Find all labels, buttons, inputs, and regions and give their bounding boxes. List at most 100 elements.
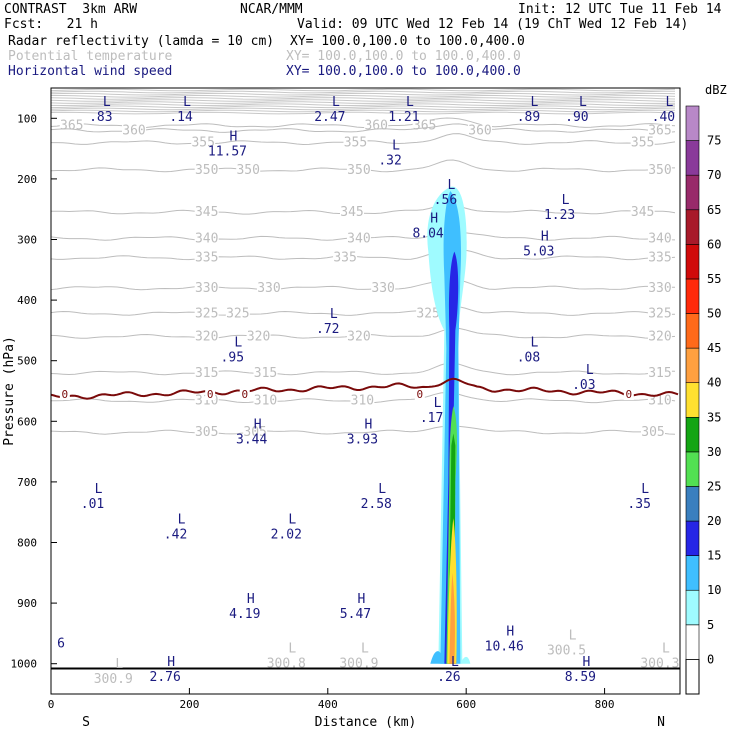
theta-label-bg xyxy=(194,206,219,219)
colorbar-cell xyxy=(685,382,700,418)
wind-extremum-value: 3.44 xyxy=(236,432,267,447)
plot-frame xyxy=(50,87,681,695)
theta-label-bg xyxy=(253,366,278,379)
wind-extremum-type: L xyxy=(288,513,296,528)
theta-label: 330 xyxy=(371,281,394,296)
zero-contour-label: 0 xyxy=(62,388,69,401)
org-title: NCAR/MMM xyxy=(240,2,303,17)
wind-extremum-value: .95 xyxy=(221,351,244,366)
theta-label-bg xyxy=(630,136,655,149)
wind-extremum-value: 5.47 xyxy=(340,607,371,622)
wind-extremum-type: H xyxy=(230,130,238,145)
theta-label-bg xyxy=(194,281,219,294)
theta-label: 350 xyxy=(236,163,259,178)
y-tick-label: 300 xyxy=(17,234,37,247)
theta-contour-335 xyxy=(51,248,676,261)
theta-label-bg xyxy=(647,394,672,407)
theta-contour-330 xyxy=(51,279,676,291)
theta-label: 355 xyxy=(191,136,214,151)
wind-extremum-type: H xyxy=(247,592,255,607)
reflectivity-surface-echo xyxy=(460,656,471,664)
wind-extremum-value: .56 xyxy=(434,193,457,208)
theta-label: 320 xyxy=(195,329,218,344)
wind-extremum-value: .17 xyxy=(420,411,443,426)
wind-extremum-type: L xyxy=(103,95,111,110)
colorbar-cell xyxy=(685,105,700,141)
theta-label: 305 xyxy=(641,425,664,440)
colorbar-cell xyxy=(685,313,700,349)
reflectivity-surface-echo xyxy=(430,651,445,664)
field-theta-xy: XY= 100.0,100.0 to 100.0,400.0 xyxy=(286,49,521,64)
theta-label-bg xyxy=(647,124,672,137)
theta-label: 325 xyxy=(226,306,249,321)
wind-extremum-value: .90 xyxy=(565,110,588,125)
theta-contour-325 xyxy=(51,305,676,316)
wind-extremum-type: H xyxy=(167,655,175,670)
theta-label-bg xyxy=(346,163,371,176)
theta-label: 325 xyxy=(416,306,439,321)
wind-extremum-value: .08 xyxy=(517,351,540,366)
theta-label: 350 xyxy=(648,163,671,178)
x-tick-label: 400 xyxy=(318,698,338,711)
theta-label: 310 xyxy=(351,394,374,409)
theta-label-bg xyxy=(194,307,219,320)
x-axis-label: Distance (km) xyxy=(315,715,417,730)
theta-label: 365 xyxy=(60,119,83,134)
theta-label-bg xyxy=(364,119,389,132)
wind-extremum-type: H xyxy=(364,417,372,432)
colorbar-label: 15 xyxy=(707,549,721,563)
wind-extremum-type: H xyxy=(506,625,514,640)
theta-label-bg xyxy=(371,281,396,294)
zero-label-bg xyxy=(205,389,216,401)
init-time: Init: 12 UTC Tue 11 Feb 14 xyxy=(518,2,722,17)
wind-extremum-value: 3.93 xyxy=(347,432,378,447)
theta-label-bg xyxy=(236,163,261,176)
reflectivity-40dbz xyxy=(449,572,455,664)
theta-band-line xyxy=(51,111,676,115)
theta-band-line xyxy=(51,107,676,111)
theta-label-bg xyxy=(346,232,371,245)
theta-label-bg xyxy=(468,124,493,137)
theta-label: 345 xyxy=(340,205,363,220)
wind-extremum-value: 8.59 xyxy=(565,670,596,685)
wind-extremum-type: L xyxy=(451,655,459,670)
theta-label: 315 xyxy=(648,366,671,381)
theta-label-bg xyxy=(194,251,219,264)
field-wind-xy: XY= 100.0,100.0 to 100.0,400.0 xyxy=(286,64,521,79)
theta-label-bg xyxy=(194,232,219,245)
wind-extremum-value: 2.58 xyxy=(361,497,392,512)
zero-contour-label: 0 xyxy=(417,388,424,401)
wind-extremum-type: H xyxy=(358,592,366,607)
colorbar-label: 35 xyxy=(707,410,721,424)
theta-label-bg xyxy=(630,206,655,219)
theta-label-bg xyxy=(194,366,219,379)
y-tick-label: 900 xyxy=(17,597,37,610)
theta-label-bg xyxy=(194,426,219,439)
theta-band-line xyxy=(51,105,676,109)
theta-label: 310 xyxy=(648,394,671,409)
x-end-label-south: S xyxy=(82,715,90,730)
colorbar-label: 30 xyxy=(707,445,721,459)
colorbar-label: 10 xyxy=(707,583,721,597)
theta-label-bg xyxy=(412,119,437,132)
theta-band-line xyxy=(51,97,676,100)
field-reflectivity-xy: XY= 100.0,100.0 to 100.0,400.0 xyxy=(290,34,525,49)
zero-dbz-contour xyxy=(51,377,679,400)
colorbar-unit: dBZ xyxy=(705,83,727,97)
wind-extremum-value: 10.46 xyxy=(485,640,524,655)
colorbar-label: 60 xyxy=(707,237,721,251)
colorbar-cell xyxy=(685,555,700,591)
zero-contour-label: 0 xyxy=(241,388,248,401)
theta-label: 320 xyxy=(648,329,671,344)
zero-label-bg xyxy=(59,389,70,401)
theta-label: 335 xyxy=(333,251,356,266)
wind-extremum-value: .89 xyxy=(517,110,540,125)
wind-extremum-value: .03 xyxy=(572,378,595,393)
colorbar-label: 55 xyxy=(707,272,721,286)
wind-extremum-value: .01 xyxy=(81,497,104,512)
colorbar-cell xyxy=(685,589,700,626)
wind-extremum-type: L xyxy=(448,178,456,193)
wind-extremum-value: .83 xyxy=(89,110,112,125)
colorbar-label: 20 xyxy=(707,514,721,528)
